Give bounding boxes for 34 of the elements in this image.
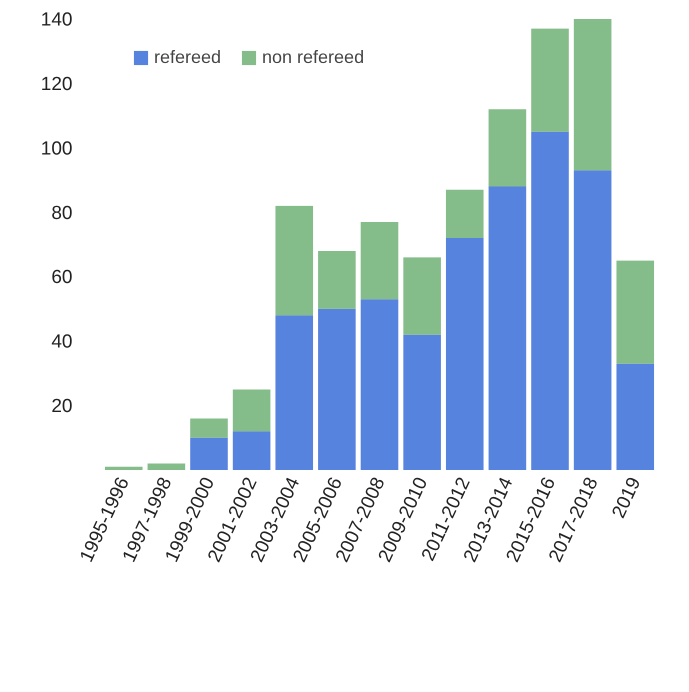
legend-label: non refereed (262, 47, 364, 67)
bar (275, 206, 314, 316)
bar (616, 260, 654, 364)
bar (275, 315, 314, 470)
bar (232, 389, 270, 432)
bar (318, 250, 356, 309)
bar (104, 466, 143, 470)
bar (488, 186, 526, 470)
y-tick-label: 60 (51, 267, 72, 288)
bar (190, 438, 228, 470)
bar (574, 19, 612, 170)
y-tick-label: 140 (40, 10, 72, 30)
bar (148, 464, 186, 470)
bar (531, 132, 569, 470)
y-tick-label: 80 (51, 202, 72, 224)
bar (531, 28, 569, 132)
bar (360, 222, 398, 300)
bar (232, 431, 270, 470)
legend-label: refereed (154, 47, 222, 67)
bar (360, 299, 398, 470)
bar (574, 170, 612, 470)
x-tick-label: 2019 (608, 474, 646, 522)
bar (488, 109, 526, 187)
bar (446, 238, 484, 470)
y-tick-label: 20 (51, 396, 72, 418)
y-tick-label: 100 (40, 138, 72, 160)
bar (403, 257, 441, 335)
bar (190, 418, 228, 438)
y-tick-label: 120 (40, 74, 72, 95)
bar (403, 334, 441, 470)
bar (318, 308, 356, 470)
y-tick-label: 40 (51, 332, 72, 353)
bar (616, 364, 654, 470)
bar (446, 190, 484, 238)
